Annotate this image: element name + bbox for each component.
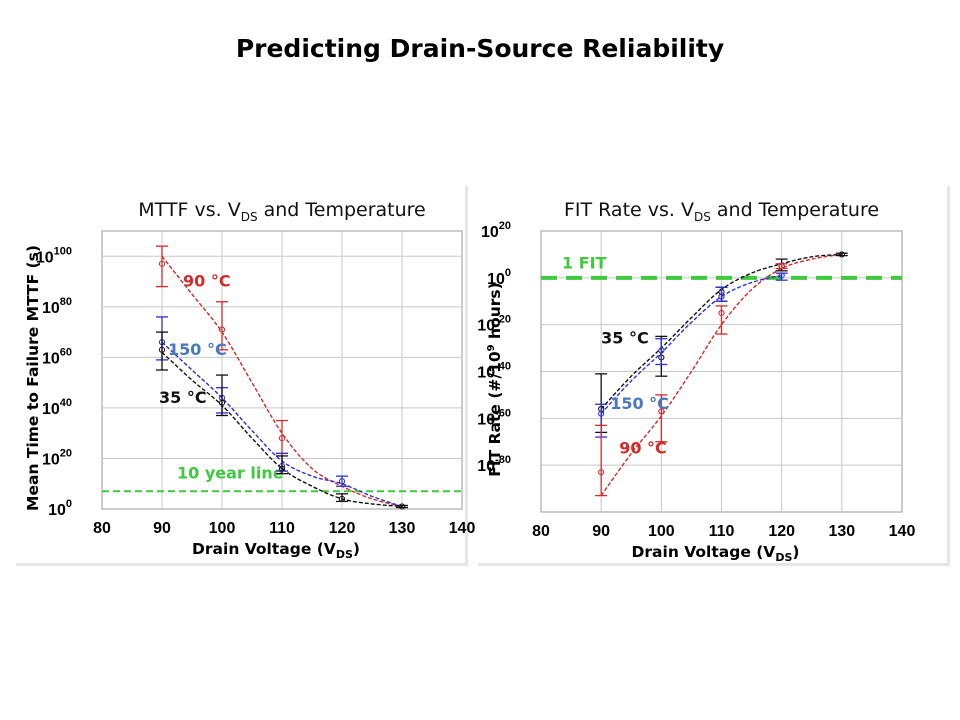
- fit-curve: [600, 274, 782, 415]
- y-tick-label: 10-40: [477, 361, 511, 382]
- data-point: [778, 272, 785, 279]
- data-point: [598, 410, 605, 417]
- y-tick-label: 10-20: [477, 314, 511, 335]
- data-point: [598, 469, 605, 476]
- y-axis-label: Mean Time to Failure MTTF (s): [24, 245, 42, 511]
- fit-curve: [161, 255, 403, 508]
- y-tick-label: 1040: [42, 397, 72, 418]
- x-tick-label: 140: [889, 523, 916, 540]
- y-tick-label: 1020: [42, 447, 72, 468]
- data-point: [158, 346, 166, 353]
- data-point: [718, 309, 725, 317]
- y-tick-label: 100: [48, 498, 72, 519]
- y-tick-label: 1020: [481, 220, 511, 241]
- data-point: [778, 263, 785, 270]
- reference-line-label: 10 year line: [177, 464, 284, 483]
- fit-curve: [600, 253, 842, 497]
- y-tick-label: 100: [487, 267, 511, 288]
- series-label: 150 °C: [610, 394, 669, 413]
- data-point: [338, 478, 346, 485]
- x-tick-label: 80: [93, 520, 111, 537]
- chart-panel-1: 80 90 100 110 120 130 140 100 1020 1040 1060 1080 10…: [13, 183, 475, 566]
- y-axis-label: FIT Rate (#/109 hours): [486, 282, 504, 476]
- x-tick-label: 90: [592, 523, 610, 540]
- series-label: 35 °C: [601, 328, 649, 347]
- data-point: [658, 408, 665, 415]
- chart-panel-2: 80 90 100 110 120 130 140 10-80 10-60 10-40 10-20 1…: [475, 183, 950, 566]
- data-point: [278, 465, 286, 472]
- data-point: [218, 399, 226, 406]
- x-tick-label: 110: [709, 523, 735, 540]
- y-tick-label: 10-80: [477, 454, 511, 475]
- data-point: [838, 251, 845, 258]
- y-tick-label: 10-60: [477, 407, 511, 428]
- y-tick-label: 10100: [36, 245, 72, 266]
- x-tick-label: 120: [329, 520, 356, 537]
- x-tick-label: 130: [389, 520, 416, 537]
- data-point: [398, 503, 406, 510]
- chart-title: MTTF vs. VDS and Temperature: [138, 199, 426, 224]
- slide-title: Predicting Drain-Source Reliability: [235, 34, 725, 63]
- data-point: [218, 326, 226, 333]
- x-tick-label: 130: [828, 523, 855, 540]
- x-tick-label: 90: [153, 520, 171, 537]
- reference-line-label: 1 FIT: [562, 253, 607, 272]
- data-point: [658, 347, 665, 354]
- x-tick-label: 100: [648, 523, 675, 540]
- x-axis-label: Drain Voltage (VDS): [192, 540, 360, 561]
- data-point: [278, 435, 286, 442]
- x-tick-label: 110: [269, 520, 295, 537]
- x-axis-label: Drain Voltage (VDS): [632, 543, 800, 564]
- series-label: 35 °C: [159, 388, 207, 407]
- x-tick-label: 80: [532, 523, 550, 540]
- data-point: [338, 495, 346, 502]
- series-label: 150 °C: [168, 340, 227, 359]
- series-label: 90 °C: [619, 438, 667, 457]
- data-point: [158, 260, 166, 267]
- chart-title: FIT Rate vs. VDS and Temperature: [564, 199, 879, 224]
- y-tick-label: 1080: [42, 296, 72, 317]
- x-tick-label: 140: [449, 520, 476, 537]
- series-label: 90 °C: [183, 272, 231, 291]
- data-point: [718, 293, 725, 300]
- x-tick-label: 100: [209, 520, 236, 537]
- y-tick-label: 1060: [42, 346, 72, 367]
- x-tick-label: 120: [768, 523, 795, 540]
